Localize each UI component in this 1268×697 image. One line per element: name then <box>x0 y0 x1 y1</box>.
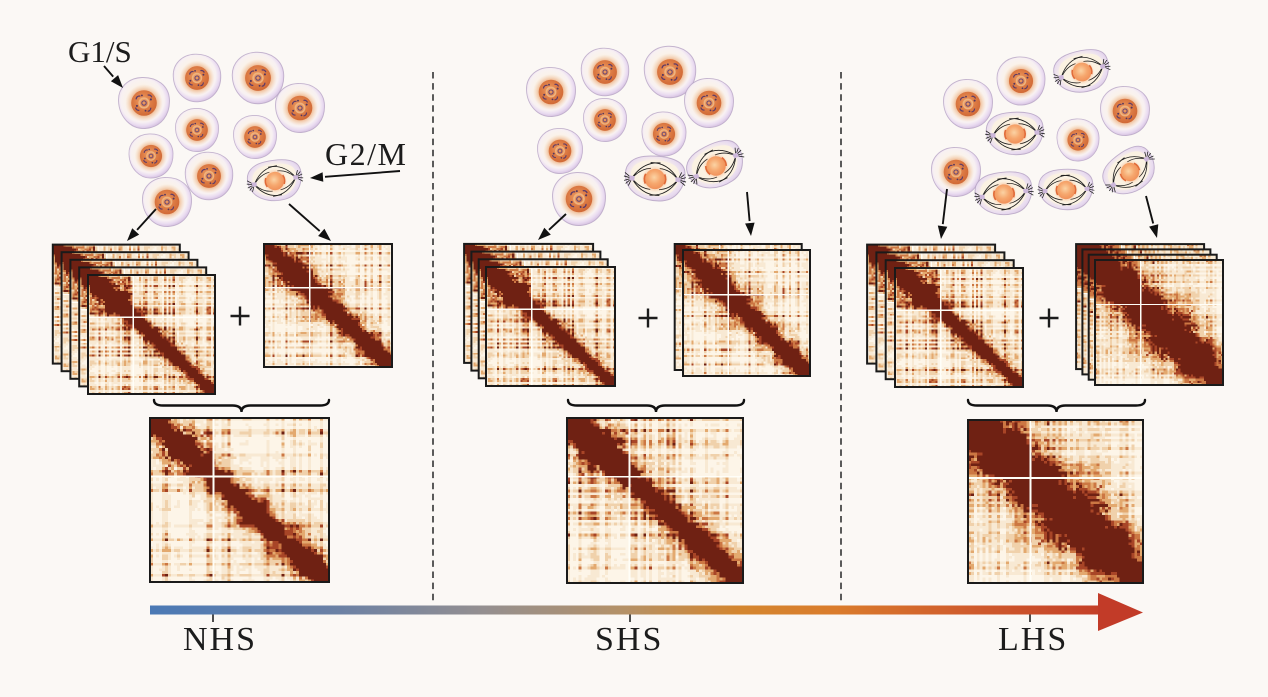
svg-text:G2/M: G2/M <box>325 136 407 172</box>
svg-text:NHS: NHS <box>183 621 257 658</box>
svg-text:SHS: SHS <box>595 621 663 658</box>
svg-text:G1/S: G1/S <box>68 34 132 69</box>
svg-text:LHS: LHS <box>998 621 1068 658</box>
